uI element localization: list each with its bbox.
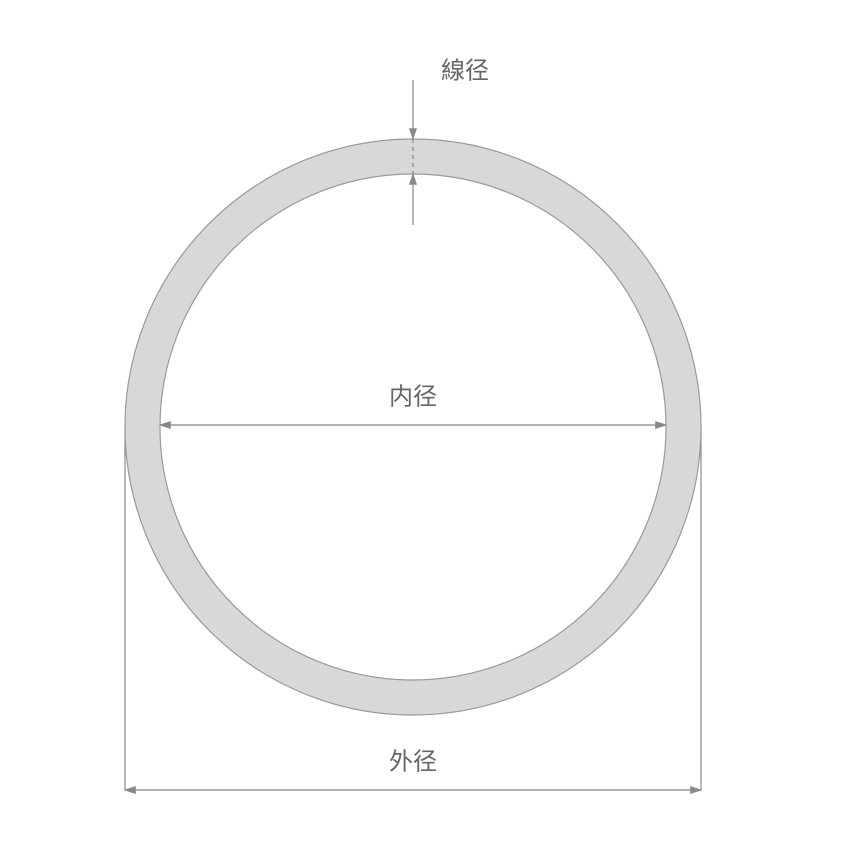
thickness-label: 線径 [441,57,489,84]
outer-diameter-label: 外径 [389,748,437,775]
ring-diagram: 線径内径外径 [0,0,850,850]
inner-diameter-label: 内径 [389,383,437,410]
